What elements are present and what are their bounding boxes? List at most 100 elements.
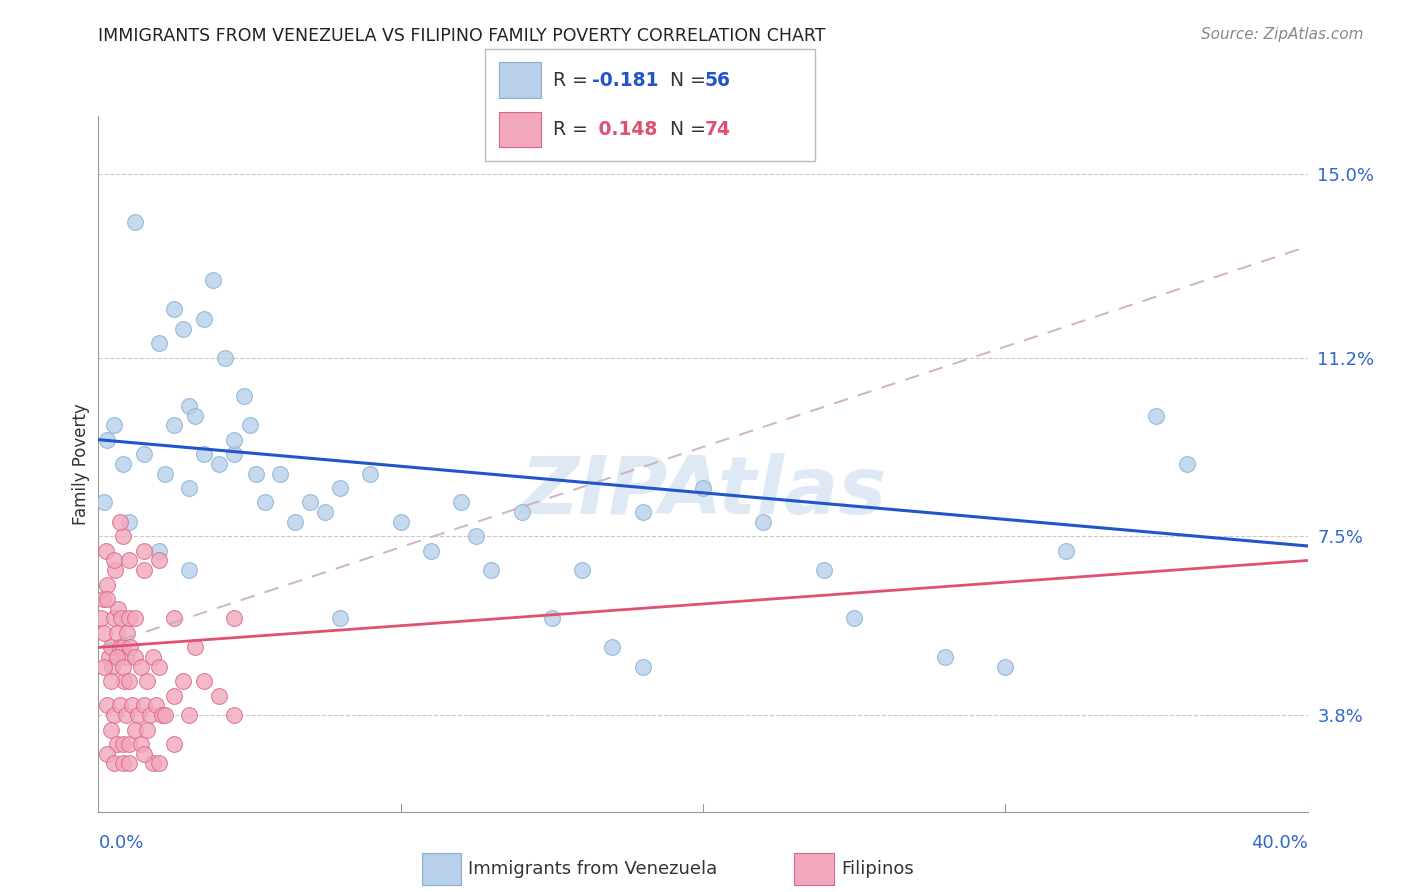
Point [114, 650, 136, 665]
Point [124, 650, 146, 665]
Point [224, 447, 246, 461]
Point [101, 660, 124, 674]
Point [100, 723, 122, 737]
Point [329, 611, 352, 625]
Point [142, 650, 165, 665]
Point [111, 737, 134, 751]
Text: 0.148: 0.148 [592, 120, 657, 139]
Point [103, 708, 125, 723]
Point [148, 553, 170, 567]
Point [115, 626, 138, 640]
Point [96, 698, 118, 713]
Point [105, 650, 128, 665]
Point [110, 611, 132, 625]
Point [329, 481, 352, 495]
Point [94, 543, 117, 558]
Point [163, 302, 186, 317]
Point [934, 650, 956, 665]
Point [103, 756, 125, 771]
Point [104, 563, 127, 577]
Text: -0.181: -0.181 [592, 70, 658, 90]
Point [93, 660, 115, 674]
Point [91, 592, 114, 607]
Point [224, 611, 246, 625]
Point [184, 640, 207, 655]
Point [111, 529, 134, 543]
Point [98, 650, 121, 665]
Point [111, 756, 134, 771]
Point [148, 756, 170, 771]
Point [184, 409, 207, 423]
Text: R =: R = [553, 70, 593, 90]
Point [163, 418, 186, 433]
Point [450, 495, 472, 509]
Point [124, 611, 146, 625]
Point [314, 505, 336, 519]
Point [112, 674, 135, 689]
Point [224, 433, 246, 447]
Point [103, 611, 125, 625]
Point [631, 660, 654, 674]
Point [245, 467, 267, 481]
Point [135, 723, 157, 737]
Point [103, 553, 125, 567]
Point [179, 563, 201, 577]
Point [132, 747, 155, 761]
Text: R =: R = [553, 120, 593, 139]
Point [114, 708, 136, 723]
Point [541, 611, 564, 625]
Point [163, 611, 186, 625]
Point [224, 708, 246, 723]
Point [118, 515, 141, 529]
Point [108, 640, 131, 655]
Point [100, 674, 122, 689]
Text: Filipinos: Filipinos [841, 860, 914, 878]
Point [135, 674, 157, 689]
Point [111, 660, 134, 674]
Point [121, 698, 143, 713]
Point [93, 626, 115, 640]
Point [105, 626, 128, 640]
Point [127, 708, 149, 723]
Point [232, 389, 254, 403]
Point [510, 505, 533, 519]
Point [118, 756, 141, 771]
Text: Immigrants from Venezuela: Immigrants from Venezuela [468, 860, 717, 878]
Text: IMMIGRANTS FROM VENEZUELA VS FILIPINO FAMILY POVERTY CORRELATION CHART: IMMIGRANTS FROM VENEZUELA VS FILIPINO FA… [98, 27, 825, 45]
Point [163, 737, 186, 751]
Point [172, 321, 194, 335]
Point [253, 495, 276, 509]
Point [172, 674, 194, 689]
Point [105, 737, 128, 751]
Point [481, 563, 503, 577]
Point [163, 689, 186, 703]
Point [631, 505, 654, 519]
Point [118, 737, 141, 751]
Point [360, 467, 382, 481]
Point [1175, 457, 1198, 471]
Point [139, 708, 162, 723]
Point [107, 601, 129, 615]
Point [692, 481, 714, 495]
Point [994, 660, 1017, 674]
Point [129, 737, 152, 751]
Point [111, 640, 134, 655]
Text: 74: 74 [704, 120, 730, 139]
Point [752, 515, 775, 529]
Point [124, 723, 146, 737]
Point [132, 447, 155, 461]
Point [148, 336, 170, 351]
Point [1054, 543, 1077, 558]
Point [150, 708, 173, 723]
Point [129, 660, 152, 674]
Point [153, 467, 176, 481]
Text: 0.0%: 0.0% [98, 834, 143, 852]
Point [299, 495, 322, 509]
Point [111, 457, 134, 471]
Point [193, 447, 215, 461]
Point [202, 273, 225, 287]
Point [108, 698, 131, 713]
Point [179, 708, 201, 723]
Point [100, 640, 122, 655]
Point [1146, 409, 1168, 423]
